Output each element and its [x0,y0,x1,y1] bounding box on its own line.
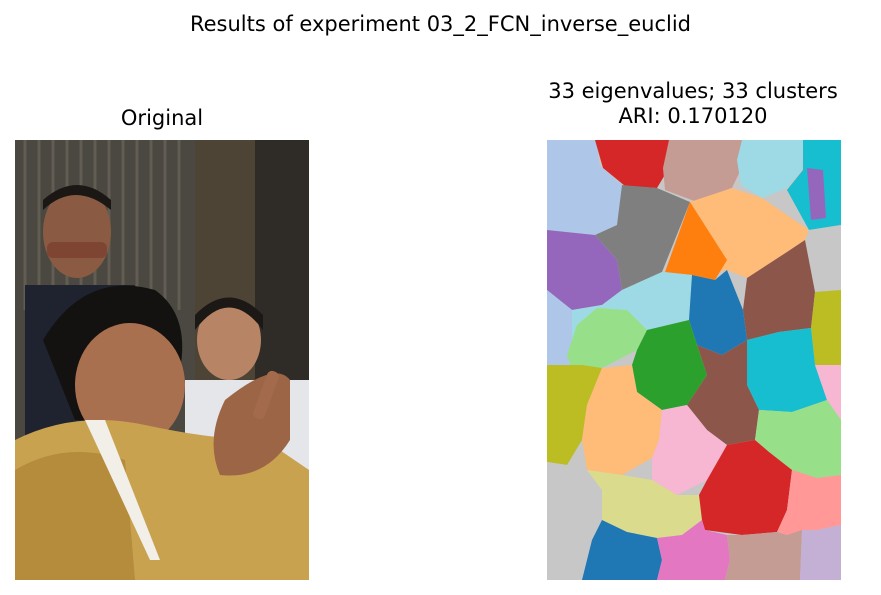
segment [665,202,727,280]
figure-suptitle: Results of experiment 03_2_FCN_inverse_e… [189,12,691,36]
original-photo [15,140,309,580]
segment [777,470,841,535]
segment [690,188,809,278]
segment [743,240,815,340]
segment [747,328,827,412]
segment [547,140,622,235]
segment [687,340,759,445]
segment [699,440,792,535]
segment [811,290,841,365]
segment [587,470,702,538]
segmentation-map-graphic [547,140,841,580]
segment [657,520,730,580]
segmentation-title-line2: ARI: 0.170120 [618,104,768,128]
segment [737,140,803,198]
segmentation-title-line1: 33 eigenvalues; 33 clusters [548,79,838,103]
segment [547,365,602,465]
segment [663,140,743,202]
segment [567,308,647,370]
segment [595,140,672,188]
original-image-title: Original [120,106,204,130]
segment [652,405,727,495]
segment [595,185,690,290]
original-photo-graphic [15,140,309,580]
segment [807,168,826,220]
segment [547,290,572,375]
segment [689,270,747,355]
segment [582,365,662,475]
segment [547,462,602,580]
segment [815,365,841,420]
segment [800,525,841,580]
segment [547,230,622,310]
segmentation-map [547,140,841,580]
segment [582,520,662,580]
segment [632,320,707,410]
segment [805,225,841,292]
segment [755,400,841,478]
segmentation-title: 33 eigenvalues; 33 clusters ARI: 0.17012… [518,79,868,129]
segment [725,530,802,580]
